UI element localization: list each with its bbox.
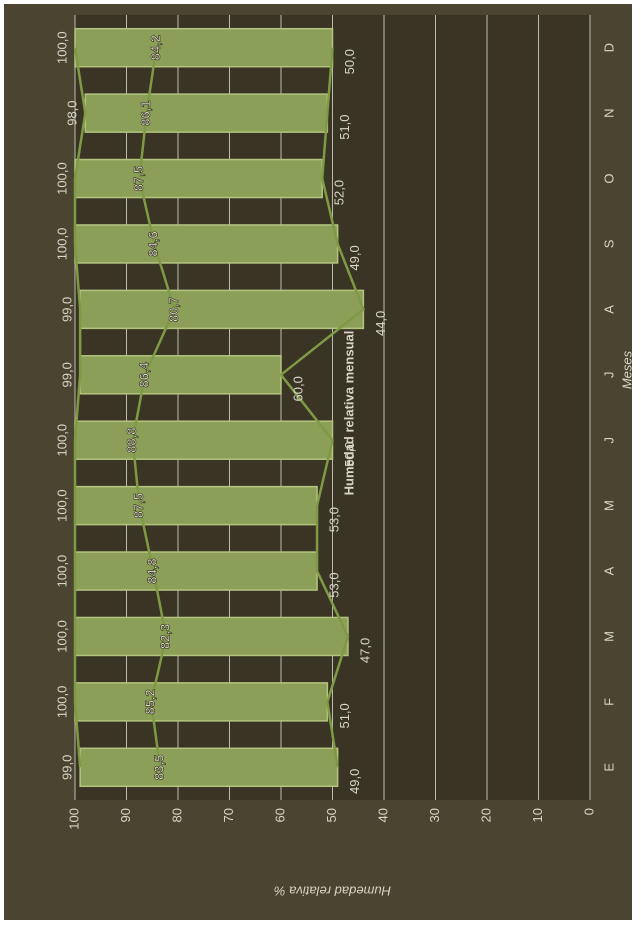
- chart-body: 0 10 20 30 40 50 60 70 80 90 100 Humedad relativa %…: [54, 15, 634, 899]
- bar: [74, 682, 329, 722]
- min-label: 51,0: [337, 703, 352, 728]
- series-line: [279, 47, 365, 768]
- min-label: 53,0: [326, 572, 341, 597]
- max-label: 98,0: [65, 100, 80, 125]
- x-tick-label: M: [601, 631, 616, 642]
- max-label: 99,0: [60, 362, 75, 387]
- x-tick-label: A: [601, 566, 616, 575]
- y-tick-label: 70: [221, 808, 236, 822]
- bar: [74, 224, 339, 264]
- mean-label: 84,2: [148, 35, 163, 60]
- mean-label: 84,8: [145, 558, 160, 583]
- x-tick-label: A: [601, 305, 616, 314]
- min-label: 50,0: [342, 442, 357, 467]
- bar: [74, 616, 349, 657]
- y-tick-label: 90: [118, 808, 133, 822]
- bar: [79, 289, 365, 330]
- x-axis-title: Meses: [619, 350, 634, 389]
- mean-label: 85,2: [143, 689, 158, 714]
- bar: [79, 747, 339, 788]
- chart-title: Humedad relativa mensual: [341, 331, 356, 496]
- max-label: 99,0: [60, 755, 75, 780]
- bar: [74, 27, 334, 68]
- x-tick-label: F: [601, 698, 616, 706]
- bar: [74, 420, 334, 460]
- y-tick-label: 40: [375, 808, 390, 822]
- min-label: 52,0: [332, 180, 347, 205]
- max-label: 100,0: [54, 162, 69, 195]
- series-line: [131, 47, 176, 768]
- max-label: 100,0: [54, 555, 69, 588]
- mean-label: 88,8: [124, 428, 139, 453]
- bar: [74, 485, 318, 526]
- x-tick-label: M: [601, 500, 616, 511]
- y-tick-label: 80: [169, 808, 184, 822]
- bar: [84, 93, 329, 133]
- y-tick-label: 10: [530, 808, 545, 822]
- min-label: 49,0: [347, 245, 362, 270]
- mean-label: 87,5: [131, 493, 146, 518]
- min-label: 49,0: [347, 769, 362, 794]
- y-tick-label: 100: [66, 808, 81, 830]
- max-label: 100,0: [54, 424, 69, 457]
- min-label: 47,0: [357, 638, 372, 663]
- min-label: 50,0: [342, 49, 357, 74]
- y-tick-label: 30: [427, 808, 442, 822]
- x-tick-label: E: [601, 763, 616, 772]
- bar: [79, 355, 282, 395]
- mean-label: 80,7: [166, 297, 181, 322]
- x-tick-label: S: [601, 239, 616, 248]
- y-tick-label: 20: [478, 808, 493, 822]
- max-label: 100,0: [54, 620, 69, 653]
- x-tick-label: O: [601, 173, 616, 183]
- mean-label: 83,5: [151, 755, 166, 780]
- y-tick-label: 50: [324, 808, 339, 822]
- y-tick-label: 60: [272, 808, 287, 822]
- x-tick-label: D: [601, 43, 616, 52]
- series-line: [73, 47, 87, 768]
- mean-label: 87,5: [131, 166, 146, 191]
- max-label: 100,0: [54, 228, 69, 261]
- min-label: 51,0: [337, 114, 352, 139]
- mean-label: 86,4: [136, 361, 151, 387]
- y-tick-label: 0: [581, 808, 596, 815]
- max-label: 100,0: [54, 489, 69, 522]
- mean-label: 86,1: [138, 100, 153, 125]
- x-tick-label: J: [601, 372, 616, 379]
- bar: [74, 551, 318, 591]
- x-tick-label: J: [601, 437, 616, 444]
- min-label: 60,0: [290, 376, 305, 401]
- min-label: 44,0: [373, 311, 388, 336]
- mean-label: 82,3: [158, 624, 173, 649]
- max-label: 100,0: [54, 686, 69, 719]
- max-label: 100,0: [54, 31, 69, 64]
- mean-label: 84,6: [146, 231, 161, 256]
- max-label: 99,0: [60, 297, 75, 322]
- bar: [74, 158, 323, 199]
- min-label: 53,0: [326, 507, 341, 532]
- x-tick-label: N: [601, 108, 616, 117]
- y-axis-title: Humedad relativa %: [274, 884, 391, 899]
